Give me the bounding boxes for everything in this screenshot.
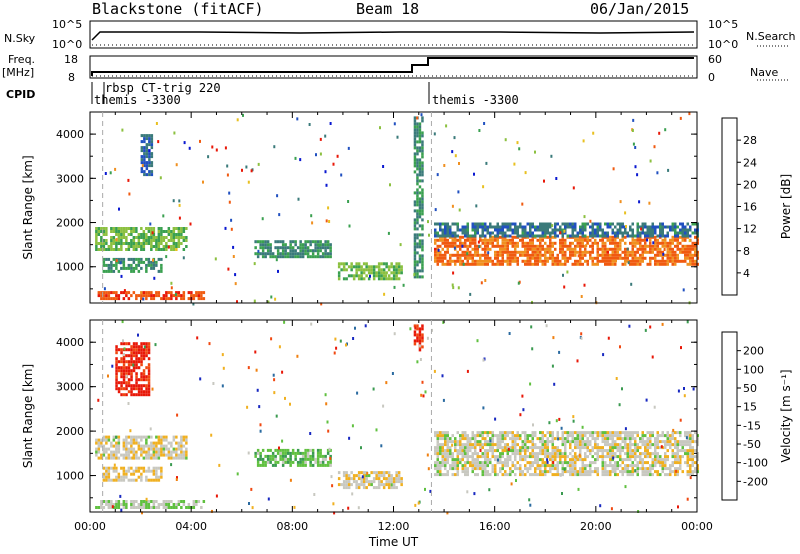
power-colorbar-tick-label: 20 xyxy=(743,178,757,191)
velocity-heatmap xyxy=(95,320,699,515)
velocity-colorbar-tick-label: 200 xyxy=(743,345,764,358)
x-tick-label: 16:00 xyxy=(479,520,511,533)
plot-frames: 1000 2000 3000 4000 Slant Range [km] 4 8 12 16 20… xyxy=(21,111,793,549)
power-echo-region xyxy=(337,262,403,281)
velocity-colorbar-label: Velocity [m s⁻¹] xyxy=(779,369,793,462)
velocity-colorbar-tick-label: 100 xyxy=(743,363,764,376)
x-tick-label: 08:00 xyxy=(276,520,308,533)
power-y-tick-label: 4000 xyxy=(56,128,84,141)
freq-tick-hi: 18 xyxy=(64,53,78,66)
power-echo-region xyxy=(140,134,154,177)
power-colorbar-tick-label: 24 xyxy=(743,156,757,169)
velocity-echo-region xyxy=(115,342,151,397)
nave-tick-hi: 60 xyxy=(708,53,722,66)
velocity-echo-region xyxy=(95,500,206,509)
freq-line xyxy=(91,57,694,76)
x-tick-label: 00:00 xyxy=(74,520,106,533)
velocity-colorbar-frame xyxy=(721,331,738,501)
nsky-tick-hi: 10^5 xyxy=(52,18,83,31)
velocity-colorbar-tick-label: 15 xyxy=(743,401,757,414)
nsky-panel xyxy=(89,20,698,49)
power-echo-region xyxy=(97,291,206,301)
power-y-tick-label: 2000 xyxy=(56,217,84,230)
freq-tick-lo: 8 xyxy=(68,71,75,84)
x-tick-label: 20:00 xyxy=(580,520,612,533)
power-echo-region xyxy=(434,222,699,238)
velocity-colorbar-tick-label: -15 xyxy=(743,419,761,432)
cpid-entry-3: themis -3300 xyxy=(432,93,519,107)
x-axis-label: Time UT xyxy=(368,535,419,549)
velocity-echo-region xyxy=(95,435,188,460)
x-tick-label: 04:00 xyxy=(175,520,207,533)
freq-label-2: [MHz] xyxy=(2,66,35,79)
velocity-echo-region xyxy=(413,324,424,352)
power-echo-region xyxy=(102,257,163,273)
nsky-label: N.Sky xyxy=(4,32,36,45)
velocity-y-tick-label: 3000 xyxy=(56,381,84,394)
x-tick-label: 12:00 xyxy=(378,520,410,533)
velocity-colorbar-tick-label: -50 xyxy=(743,438,761,451)
velocity-noise xyxy=(97,320,695,515)
power-echo-region xyxy=(95,227,188,251)
velocity-y-tick-label: 2000 xyxy=(56,425,84,438)
nsky-tick-lo: 10^0 xyxy=(52,38,83,51)
station-title: Blackstone (fitACF) xyxy=(92,0,264,18)
power-colorbar-tick-label: 8 xyxy=(743,245,750,258)
power-echo-region xyxy=(413,116,424,279)
freq-label-1: Freq. xyxy=(8,53,36,66)
velocity-echo-region xyxy=(434,431,699,477)
power-echo-region xyxy=(434,235,699,266)
velocity-echo-region xyxy=(102,466,163,482)
velocity-echo-region xyxy=(254,448,332,467)
nsearch-label: N.Search xyxy=(746,30,796,43)
cpid-label: CPID xyxy=(6,88,36,101)
power-y-axis-label: Slant Range [km] xyxy=(21,155,35,259)
power-colorbar-frame xyxy=(721,117,738,296)
cpid-entry-2: themis -3300 xyxy=(94,93,181,107)
power-colorbar-tick-label: 4 xyxy=(743,267,750,280)
beam-title: Beam 18 xyxy=(356,0,420,18)
power-y-tick-label: 3000 xyxy=(56,172,84,185)
x-tick-label: 00:00 xyxy=(681,520,713,533)
velocity-y-tick-label: 4000 xyxy=(56,336,84,349)
nsearch-tick-lo: 10^0 xyxy=(708,38,739,51)
velocity-colorbar-tick-label: 50 xyxy=(743,382,757,395)
freq-panel xyxy=(89,55,698,79)
nsky-line xyxy=(91,31,695,41)
velocity-echo-region xyxy=(337,471,403,490)
velocity-colorbar-tick-label: -100 xyxy=(743,457,768,470)
power-colorbar-label: Power [dB] xyxy=(779,174,793,239)
power-colorbar-tick-label: 16 xyxy=(743,201,757,214)
power-echo-region xyxy=(254,240,332,259)
nave-label: Nave xyxy=(750,66,779,79)
cpid-entry-1: rbsp CT-trig 220 xyxy=(105,81,221,95)
power-colorbar-tick-label: 28 xyxy=(743,134,757,147)
nsearch-tick-hi: 10^5 xyxy=(708,18,739,31)
velocity-y-axis-label: Slant Range [km] xyxy=(21,364,35,468)
velocity-colorbar-tick-label: -200 xyxy=(743,475,768,488)
power-colorbar-tick-label: 12 xyxy=(743,223,757,236)
date-title: 06/Jan/2015 xyxy=(590,0,690,18)
power-noise xyxy=(103,112,691,306)
nave-tick-lo: 0 xyxy=(708,71,715,84)
power-y-tick-label: 1000 xyxy=(56,261,84,274)
power-heatmap xyxy=(95,112,699,306)
velocity-y-tick-label: 1000 xyxy=(56,470,84,483)
